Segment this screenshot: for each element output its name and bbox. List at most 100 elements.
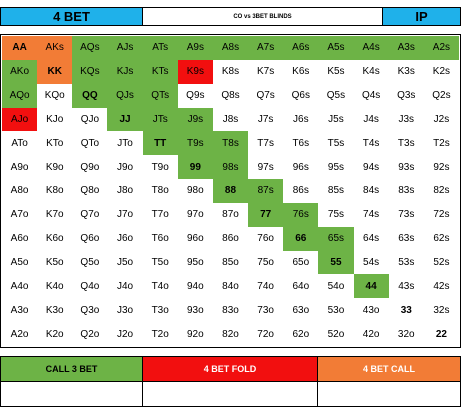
hand-cell: 74o — [248, 274, 284, 299]
hand-cell: 73o — [248, 298, 284, 323]
legend-blank-cell — [318, 382, 460, 406]
hand-cell: 86o — [212, 226, 249, 251]
hand-cell: A9o — [2, 155, 38, 180]
hand-cell: K8o — [37, 179, 73, 203]
hand-cell: 96o — [177, 226, 213, 251]
hand-cell: J2o — [107, 322, 143, 346]
hand-cell: J4s — [353, 107, 389, 132]
hand-cell: 62o — [283, 322, 319, 346]
hand-cell: 52o — [318, 322, 354, 346]
hand-cell: Q6o — [72, 226, 108, 251]
hand-cell: 65s — [318, 226, 354, 251]
hand-cell: T6o — [142, 226, 178, 251]
hand-cell: K9o — [37, 155, 73, 180]
hand-cell: 22 — [423, 322, 459, 346]
hand-cell: 83s — [388, 179, 424, 203]
hand-cell: A9s — [177, 36, 213, 60]
hand-cell: 42s — [423, 274, 459, 299]
hand-cell: 96s — [283, 155, 319, 180]
hand-cell: QJs — [107, 83, 143, 108]
hand-cell: Q3o — [72, 298, 108, 323]
hand-cell: 66 — [283, 226, 319, 251]
hand-cell: 98o — [177, 179, 213, 203]
hand-cell: A7o — [2, 202, 38, 227]
hand-cell: J2s — [423, 107, 459, 132]
hand-cell: J6o — [107, 226, 143, 251]
hand-cell: Q4o — [72, 274, 108, 299]
hand-cell: T4s — [353, 131, 389, 156]
hand-cell: 77 — [248, 202, 284, 227]
hand-cell: 82s — [423, 179, 459, 203]
hand-cell: K2s — [423, 59, 459, 84]
hand-cell: 95s — [318, 155, 354, 180]
hand-cell: J5s — [318, 107, 354, 132]
hand-cell: T9o — [142, 155, 178, 180]
hand-cell: AKs — [37, 36, 73, 60]
hand-cell: 92s — [423, 155, 459, 180]
hand-cell: 32s — [423, 298, 459, 323]
hand-cell: 75o — [248, 250, 284, 275]
hand-cell: JTo — [107, 131, 143, 156]
hand-cell: J9o — [107, 155, 143, 180]
legend-blank-cell — [143, 382, 318, 406]
hand-cell: K4o — [37, 274, 73, 299]
hand-cell: JJ — [107, 107, 143, 132]
legend: CALL 3 BET 4 BET FOLD 4 BET CALL — [0, 356, 461, 407]
hand-cell: 72s — [423, 202, 459, 227]
hand-cell: 75s — [318, 202, 354, 227]
hand-cell: 42o — [353, 322, 389, 346]
hand-cell: 85s — [318, 179, 354, 203]
hand-cell: A5o — [2, 250, 38, 275]
hand-cell: J4o — [107, 274, 143, 299]
header-subtitle: CO vs 3BET BLINDS — [143, 8, 383, 25]
hand-cell: 65o — [283, 250, 319, 275]
hand-cell: 93o — [177, 298, 213, 323]
hand-cell: 54o — [318, 274, 354, 299]
hand-cell: Q8o — [72, 179, 108, 203]
hand-cell: A3o — [2, 298, 38, 323]
hand-cell: 84o — [212, 274, 249, 299]
hand-cell: QTs — [142, 83, 178, 108]
hand-cell: K9s — [177, 59, 213, 84]
legend-labels-row: CALL 3 BET 4 BET FOLD 4 BET CALL — [1, 357, 460, 382]
hand-cell: 63o — [283, 298, 319, 323]
hand-cell: 43o — [353, 298, 389, 323]
hand-cell: A8o — [2, 179, 38, 203]
hand-cell: K7s — [248, 59, 284, 84]
hand-cell: K3o — [37, 298, 73, 323]
hand-cell: 88 — [212, 179, 249, 203]
hand-range-grid-frame: AA AKs AQs AJs ATs A9s A8s A7s A6s A5s A4s A3s A2s AK… — [0, 34, 461, 348]
hand-cell: J5o — [107, 250, 143, 275]
hand-cell: Q8s — [212, 83, 249, 108]
hand-cell: Q2s — [423, 83, 459, 108]
hand-cell: T8s — [212, 131, 249, 156]
hand-cell: 64o — [283, 274, 319, 299]
hand-cell: 43s — [388, 274, 424, 299]
hand-cell: A6o — [2, 226, 38, 251]
hand-cell: T3o — [142, 298, 178, 323]
hand-cell: A8s — [212, 36, 249, 60]
legend-4bet-call: 4 BET CALL — [318, 357, 460, 381]
hand-cell: KQs — [72, 59, 108, 84]
legend-4bet-fold: 4 BET FOLD — [143, 357, 318, 381]
hand-cell: 62s — [423, 226, 459, 251]
hand-cell: Q5s — [318, 83, 354, 108]
hand-cell: T7o — [142, 202, 178, 227]
hand-cell: Q2o — [72, 322, 108, 346]
hand-cell: QTo — [72, 131, 108, 156]
hand-cell: KJo — [37, 107, 73, 132]
hand-cell: AQo — [2, 83, 38, 108]
hand-cell: 44 — [353, 274, 389, 299]
hand-cell: 84s — [353, 179, 389, 203]
hand-cell: KQo — [37, 83, 73, 108]
hand-cell: KTs — [142, 59, 178, 84]
hand-cell: A5s — [318, 36, 354, 60]
hand-cell: 53s — [388, 250, 424, 275]
hand-cell: K2o — [37, 322, 73, 346]
hand-cell: A2s — [423, 36, 459, 60]
hand-cell: AJo — [2, 107, 38, 132]
hand-cell: T2o — [142, 322, 178, 346]
hand-cell: 98s — [212, 155, 249, 180]
hand-cell: ATs — [142, 36, 178, 60]
hand-cell: K7o — [37, 202, 73, 227]
